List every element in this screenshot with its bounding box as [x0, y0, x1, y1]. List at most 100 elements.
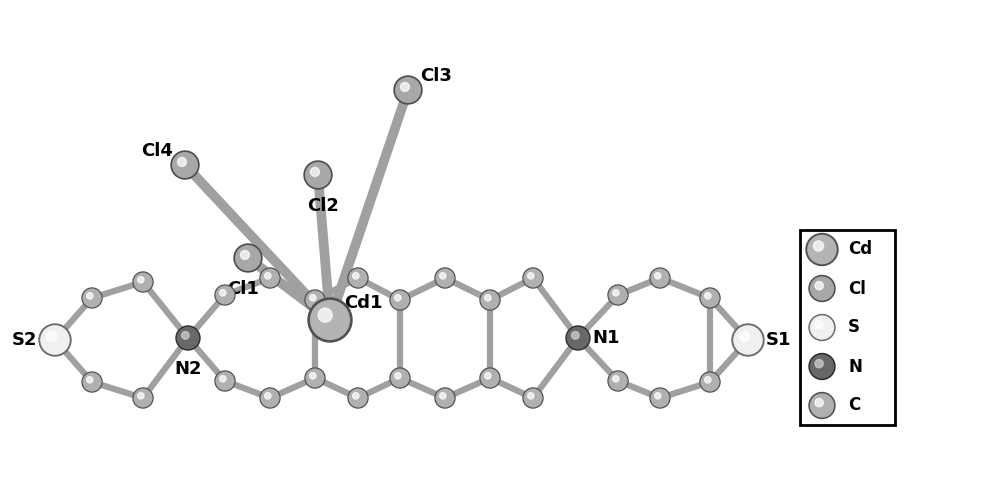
Circle shape: [705, 377, 711, 383]
Circle shape: [236, 246, 260, 271]
Circle shape: [311, 301, 349, 339]
Circle shape: [613, 376, 619, 382]
Circle shape: [391, 291, 409, 309]
Circle shape: [809, 315, 835, 341]
Circle shape: [220, 376, 226, 382]
Circle shape: [82, 288, 102, 308]
Circle shape: [815, 320, 823, 329]
Circle shape: [310, 295, 316, 301]
Circle shape: [650, 268, 670, 288]
Circle shape: [41, 326, 69, 354]
Text: Cd1: Cd1: [344, 294, 382, 312]
Circle shape: [216, 286, 234, 304]
Circle shape: [528, 393, 534, 399]
Circle shape: [305, 368, 325, 388]
Circle shape: [651, 389, 669, 407]
Circle shape: [308, 298, 352, 342]
Circle shape: [318, 308, 332, 322]
Circle shape: [304, 161, 332, 189]
Circle shape: [480, 368, 500, 388]
Circle shape: [220, 289, 226, 296]
Circle shape: [133, 272, 153, 292]
Circle shape: [215, 371, 235, 391]
Circle shape: [82, 372, 102, 392]
Circle shape: [701, 373, 719, 391]
Circle shape: [811, 316, 833, 339]
Circle shape: [215, 285, 235, 305]
Circle shape: [390, 290, 410, 310]
Circle shape: [348, 268, 368, 288]
Text: S1: S1: [766, 331, 792, 349]
Circle shape: [349, 269, 367, 287]
Circle shape: [396, 77, 420, 102]
Circle shape: [234, 244, 262, 272]
Circle shape: [815, 282, 823, 290]
Circle shape: [265, 393, 271, 399]
Circle shape: [808, 235, 836, 264]
Circle shape: [138, 393, 144, 399]
Circle shape: [567, 328, 589, 348]
Circle shape: [811, 355, 833, 378]
Circle shape: [83, 373, 101, 391]
Circle shape: [811, 277, 833, 300]
Circle shape: [348, 388, 368, 408]
Circle shape: [436, 389, 454, 407]
Circle shape: [261, 389, 279, 407]
Circle shape: [306, 291, 324, 309]
Circle shape: [481, 369, 499, 387]
Circle shape: [815, 360, 823, 368]
Circle shape: [436, 269, 454, 287]
Circle shape: [394, 76, 422, 104]
Circle shape: [349, 389, 367, 407]
Circle shape: [177, 157, 186, 166]
Circle shape: [310, 167, 319, 176]
Circle shape: [400, 82, 409, 91]
Circle shape: [310, 373, 316, 379]
Circle shape: [353, 272, 359, 279]
Circle shape: [528, 272, 534, 279]
Circle shape: [133, 388, 153, 408]
Circle shape: [182, 332, 189, 339]
Circle shape: [39, 324, 71, 356]
Circle shape: [395, 373, 401, 379]
Circle shape: [485, 295, 491, 301]
Text: S: S: [848, 318, 860, 336]
FancyBboxPatch shape: [800, 230, 895, 425]
Text: Cl: Cl: [848, 279, 866, 298]
Circle shape: [809, 353, 835, 379]
Circle shape: [306, 163, 330, 187]
Circle shape: [705, 293, 711, 299]
Circle shape: [435, 388, 455, 408]
Circle shape: [739, 332, 750, 342]
Circle shape: [171, 151, 199, 179]
Text: Cd: Cd: [848, 241, 872, 258]
Circle shape: [435, 268, 455, 288]
Circle shape: [138, 276, 144, 283]
Circle shape: [176, 326, 200, 350]
Circle shape: [523, 268, 543, 288]
Circle shape: [481, 291, 499, 309]
Circle shape: [305, 290, 325, 310]
Circle shape: [809, 393, 835, 419]
Circle shape: [700, 372, 720, 392]
Circle shape: [216, 372, 234, 390]
Text: Cl2: Cl2: [307, 197, 339, 215]
Circle shape: [813, 241, 824, 251]
Circle shape: [572, 332, 579, 339]
Text: Cl3: Cl3: [420, 67, 452, 85]
Circle shape: [134, 273, 152, 291]
Circle shape: [609, 286, 627, 304]
Circle shape: [353, 393, 359, 399]
Circle shape: [173, 152, 197, 177]
Circle shape: [815, 398, 823, 407]
Circle shape: [265, 272, 271, 279]
Circle shape: [485, 373, 491, 379]
Circle shape: [46, 332, 57, 342]
Circle shape: [732, 324, 764, 356]
Circle shape: [651, 269, 669, 287]
Circle shape: [613, 289, 619, 296]
Circle shape: [83, 289, 101, 307]
Circle shape: [260, 388, 280, 408]
Text: N: N: [848, 358, 862, 376]
Circle shape: [87, 293, 93, 299]
